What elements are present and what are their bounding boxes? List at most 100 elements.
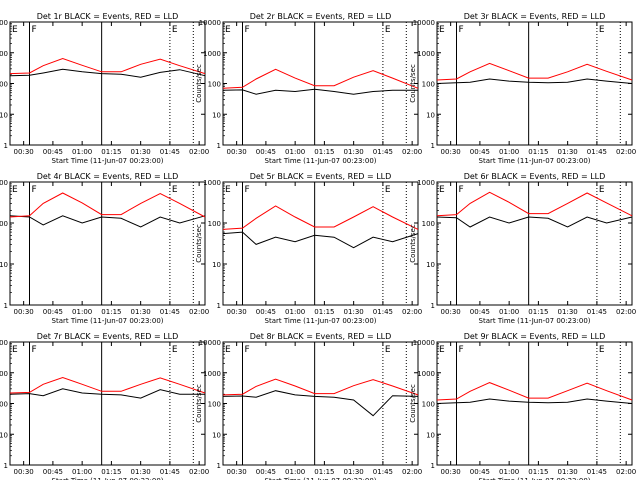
- plot-frame: [436, 21, 633, 146]
- marker-letter-f: F: [459, 25, 464, 35]
- x-tick-label: 01:15: [528, 148, 548, 156]
- marker-letter-e: E: [12, 185, 18, 195]
- series-line-lld: [436, 191, 633, 217]
- panel-title: Det 7r BLACK = Events, RED = LLD: [37, 332, 179, 341]
- panel-det-1r: Det 1r BLACK = Events, RED = LLD 1 10 100 10…: [0, 12, 209, 165]
- series-line-lld: [9, 192, 206, 218]
- x-axis-label: Start Time (11-Jun-07 00:23:00): [479, 317, 591, 325]
- series-line-lld: [436, 62, 633, 81]
- y-tick-label: 1000: [0, 179, 8, 187]
- panel-title: Det 3r BLACK = Events, RED = LLD: [464, 12, 606, 21]
- y-tick-label: 10000: [0, 339, 8, 347]
- x-tick-label: 01:45: [160, 148, 180, 156]
- x-tick-label: 00:45: [256, 468, 276, 476]
- x-tick-label: 01:30: [344, 308, 364, 316]
- x-tick-label: 00:30: [441, 148, 461, 156]
- marker-letter-e: E: [599, 25, 605, 35]
- x-tick-label: 01:45: [587, 468, 607, 476]
- plot-frame: [436, 341, 633, 466]
- y-tick-label: 100: [208, 401, 221, 409]
- panel-title: Det 8r BLACK = Events, RED = LLD: [250, 332, 392, 341]
- y-tick-label: 100: [0, 220, 8, 228]
- plot-frame: [222, 341, 419, 466]
- series-line-events: [436, 398, 633, 404]
- x-tick-label: 01:45: [373, 148, 393, 156]
- y-tick-label: 100: [422, 401, 435, 409]
- x-axis-label: Start Time (11-Jun-07 00:23:00): [265, 477, 377, 480]
- marker-letter-e: E: [225, 185, 231, 195]
- marker-letter-f: F: [459, 185, 464, 195]
- x-tick-label: 01:00: [285, 148, 305, 156]
- x-tick-label: 00:45: [43, 308, 63, 316]
- x-tick-label: 02:00: [616, 468, 636, 476]
- x-tick-label: 01:30: [558, 468, 578, 476]
- y-tick-label: 1: [431, 142, 435, 150]
- x-tick-label: 00:30: [14, 148, 34, 156]
- marker-letter-e: E: [385, 185, 391, 195]
- y-tick-label: 100: [422, 81, 435, 89]
- marker-letter-e: E: [599, 185, 605, 195]
- x-tick-label: 00:45: [43, 468, 63, 476]
- x-tick-label: 00:45: [256, 148, 276, 156]
- y-tick-label: 1000: [0, 50, 8, 58]
- y-tick-label: 1: [217, 142, 221, 150]
- x-tick-label: 02:00: [189, 308, 209, 316]
- x-tick-label: 01:30: [131, 308, 151, 316]
- y-tick-label: 1: [217, 462, 221, 470]
- series-line-events: [222, 231, 419, 249]
- y-tick-label: 1000: [0, 370, 8, 378]
- panel-det-3r: Det 3r BLACK = Events, RED = LLD 1 10 100 10…: [409, 12, 636, 165]
- y-tick-label: 10: [212, 431, 221, 439]
- y-tick-label: 1: [4, 142, 8, 150]
- x-tick-label: 01:00: [285, 468, 305, 476]
- panel-det-4r: Det 4r BLACK = Events, RED = LLD 1 10 100 10…: [0, 172, 209, 325]
- x-tick-label: 01:00: [72, 308, 92, 316]
- x-tick-label: 01:15: [314, 148, 334, 156]
- x-tick-label: 01:30: [344, 468, 364, 476]
- x-tick-label: 01:30: [131, 468, 151, 476]
- x-tick-label: 01:00: [72, 148, 92, 156]
- y-axis-label: Counts/sec: [195, 64, 203, 103]
- series-line-events: [222, 88, 418, 95]
- plot-frame: [9, 341, 206, 466]
- x-tick-label: 00:45: [470, 148, 490, 156]
- y-tick-label: 1000: [203, 179, 221, 187]
- y-tick-label: 1000: [417, 50, 435, 58]
- x-axis-label: Start Time (11-Jun-07 00:23:00): [52, 317, 164, 325]
- panel-title: Det 6r BLACK = Events, RED = LLD: [464, 172, 606, 181]
- x-tick-label: 00:30: [441, 468, 461, 476]
- x-tick-label: 01:00: [499, 468, 519, 476]
- panel-det-7r: Det 7r BLACK = Events, RED = LLD 1 10 100 10…: [0, 332, 209, 480]
- series-line-events: [9, 215, 206, 228]
- marker-letter-e: E: [439, 185, 445, 195]
- y-tick-label: 10000: [199, 339, 221, 347]
- y-axis-label: Counts/sec: [195, 224, 203, 263]
- y-tick-label: 10: [212, 111, 221, 119]
- marker-letter-f: F: [459, 345, 464, 355]
- y-axis-label: Counts/sec: [409, 224, 417, 263]
- x-tick-label: 00:30: [227, 308, 247, 316]
- marker-letter-f: F: [32, 25, 37, 35]
- series-line-lld: [222, 378, 419, 396]
- x-tick-label: 00:45: [256, 308, 276, 316]
- x-tick-label: 00:30: [14, 468, 34, 476]
- marker-letter-e: E: [172, 345, 178, 355]
- series-line-lld: [9, 376, 206, 394]
- x-tick-label: 02:00: [402, 308, 422, 316]
- panel-det-9r: Det 9r BLACK = Events, RED = LLD 1 10 100 10…: [409, 332, 636, 480]
- marker-letter-e: E: [225, 345, 231, 355]
- y-tick-label: 1: [431, 462, 435, 470]
- x-tick-label: 00:45: [43, 148, 63, 156]
- x-tick-label: 01:15: [101, 468, 121, 476]
- series-line-events: [436, 78, 633, 84]
- y-tick-label: 1: [217, 302, 221, 310]
- series-line-lld: [436, 382, 633, 401]
- x-tick-label: 01:45: [587, 148, 607, 156]
- x-tick-label: 00:30: [227, 468, 247, 476]
- marker-letter-e: E: [599, 345, 605, 355]
- plot-frame: [9, 181, 206, 306]
- marker-letter-e: E: [172, 185, 178, 195]
- panel-title: Det 4r BLACK = Events, RED = LLD: [37, 172, 179, 181]
- plot-frame: [9, 21, 206, 146]
- marker-letter-e: E: [385, 25, 391, 35]
